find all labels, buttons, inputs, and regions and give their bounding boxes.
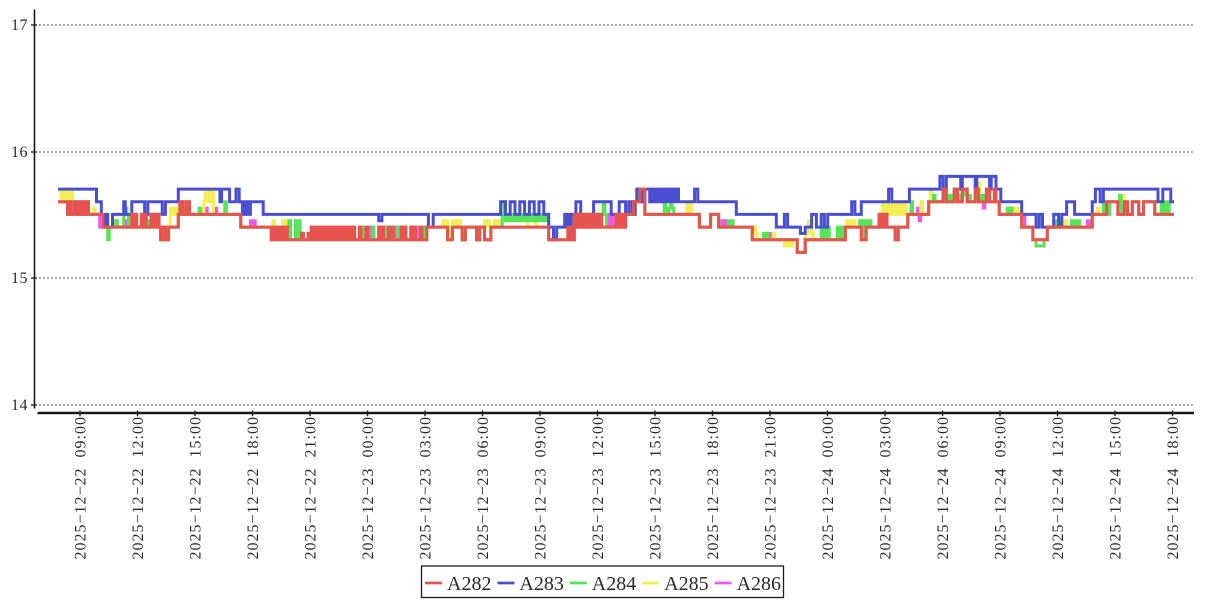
svg-text:A286: A286	[737, 573, 781, 595]
svg-text:16: 16	[11, 144, 28, 161]
svg-text:14: 14	[11, 397, 28, 414]
svg-text:2025−12−23 21:00: 2025−12−23 21:00	[763, 416, 780, 560]
svg-text:2025−12−23 09:00: 2025−12−23 09:00	[533, 416, 550, 560]
svg-text:15: 15	[11, 270, 28, 287]
svg-text:2025−12−24 06:00: 2025−12−24 06:00	[935, 416, 952, 560]
svg-text:2025−12−23 12:00: 2025−12−23 12:00	[590, 416, 607, 560]
svg-text:2025−12−24 09:00: 2025−12−24 09:00	[993, 416, 1010, 560]
svg-text:2025−12−24 00:00: 2025−12−24 00:00	[820, 416, 837, 560]
svg-text:2025−12−23 15:00: 2025−12−23 15:00	[648, 416, 665, 560]
svg-text:2025−12−22 09:00: 2025−12−22 09:00	[73, 416, 90, 560]
svg-text:2025−12−22 12:00: 2025−12−22 12:00	[130, 416, 147, 560]
svg-text:A283: A283	[519, 573, 563, 595]
svg-text:2025−12−23 06:00: 2025−12−23 06:00	[475, 416, 492, 560]
svg-text:2025−12−23 03:00: 2025−12−23 03:00	[418, 416, 435, 560]
svg-text:2025−12−23 18:00: 2025−12−23 18:00	[705, 416, 722, 560]
svg-text:2025−12−23 00:00: 2025−12−23 00:00	[360, 416, 377, 560]
svg-text:2025−12−22 15:00: 2025−12−22 15:00	[188, 416, 205, 560]
svg-text:2025−12−22 18:00: 2025−12−22 18:00	[245, 416, 262, 560]
svg-text:2025−12−24 12:00: 2025−12−24 12:00	[1050, 416, 1067, 560]
svg-text:2025−12−24 15:00: 2025−12−24 15:00	[1108, 416, 1125, 560]
svg-text:17: 17	[11, 17, 28, 34]
svg-text:A284: A284	[592, 573, 636, 595]
svg-text:2025−12−24 18:00: 2025−12−24 18:00	[1165, 416, 1182, 560]
svg-text:2025−12−22 21:00: 2025−12−22 21:00	[303, 416, 320, 560]
svg-text:A285: A285	[664, 573, 708, 595]
svg-text:2025−12−24 03:00: 2025−12−24 03:00	[878, 416, 895, 560]
svg-text:A282: A282	[447, 573, 491, 595]
